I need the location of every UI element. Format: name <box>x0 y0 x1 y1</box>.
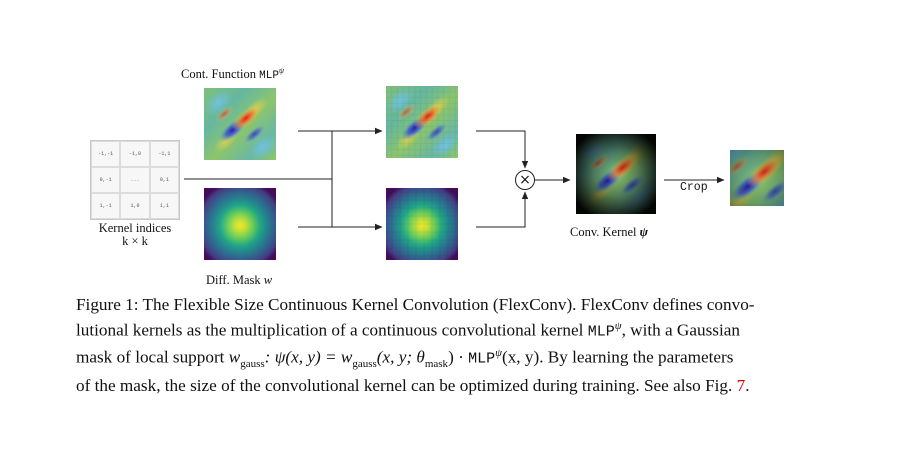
conv-kernel-label-text: Conv. Kernel <box>570 225 640 239</box>
caption-formula: : ψ(x, y) = w <box>264 347 353 367</box>
cropped-kernel-image <box>730 150 784 206</box>
caption-line-3: mask of local support wgauss: ψ(x, y) = … <box>76 343 852 376</box>
grid-cell: 1,-1 <box>91 193 121 219</box>
caption-line-4: of the mask, the size of the convolution… <box>76 375 852 397</box>
conv-kernel-var: ψ <box>639 225 649 239</box>
grid-cell: 0,1 <box>149 167 179 193</box>
continuous-function-copy-image <box>381 82 464 163</box>
caption-sub: mask <box>424 357 449 370</box>
mlp-sup: ψ <box>278 66 284 75</box>
grid-cell: 1,0 <box>120 193 150 219</box>
mlp-mono: MLP <box>259 70 279 83</box>
caption-line-2: lutional kernels as the multiplication o… <box>76 316 852 343</box>
caption-mlp: MLP <box>587 323 615 341</box>
grid-cell: 1,1 <box>149 193 179 219</box>
caption-formula: ) · <box>448 347 469 367</box>
mask-copy-image <box>386 188 458 260</box>
caption-sub: gauss <box>240 357 265 370</box>
continuous-function-label: Cont. Function MLPψ <box>181 66 284 82</box>
continuous-function-label-text: Cont. Function <box>181 67 260 82</box>
flow-arrows <box>184 127 725 231</box>
kernel-indices-label: Kernel indices k × k <box>90 222 180 248</box>
caption-formula: (x, y; θ <box>376 347 425 367</box>
caption-text: (x, y). By learning the parameters <box>501 347 734 367</box>
grid-cell: -1,-1 <box>91 141 121 167</box>
conv-kernel-label: Conv. Kernel ψ <box>570 225 648 240</box>
kernel-indices-line2: k × k <box>122 234 148 248</box>
kernel-indices-grid: -1,-1 -1,0 -1,1 0,-1 ... 0,1 1,-1 1,0 1,… <box>90 140 180 220</box>
differentiable-mask-image <box>204 188 276 260</box>
caption-text: of the mask, the size of the convolution… <box>76 376 737 396</box>
figure-reference-link[interactable]: 7 <box>736 376 746 396</box>
caption-sup: ψ <box>614 319 622 332</box>
multiply-symbol: × <box>519 172 531 188</box>
diff-mask-label-text: Diff. Mask <box>206 273 264 287</box>
caption-sub: gauss <box>352 357 377 370</box>
conv-kernel-image <box>571 130 663 220</box>
caption-var: w <box>228 347 241 367</box>
grid-cell: -1,1 <box>149 141 179 167</box>
diff-mask-var: w <box>263 273 273 287</box>
kernel-indices-line1: Kernel indices <box>98 221 172 235</box>
caption-text: , with a Gaussian <box>621 320 740 340</box>
grid-cell: -1,0 <box>120 141 150 167</box>
grid-cell: 0,-1 <box>91 167 121 193</box>
crop-label: Crop <box>680 181 708 194</box>
caption-text: mask of local support <box>76 347 229 367</box>
caption-text: . <box>745 376 750 396</box>
diff-mask-label: Diff. Mask w <box>206 273 272 288</box>
caption-text: lutional kernels as the multiplication o… <box>76 320 588 340</box>
caption-sup: ψ <box>495 346 502 359</box>
caption-mlp: MLP <box>468 350 496 368</box>
grid-cell: ... <box>120 167 150 193</box>
figure-caption: Figure 1: The Flexible Size Continuous K… <box>76 294 852 397</box>
continuous-function-image <box>199 84 282 165</box>
caption-line-1: Figure 1: The Flexible Size Continuous K… <box>76 295 755 314</box>
